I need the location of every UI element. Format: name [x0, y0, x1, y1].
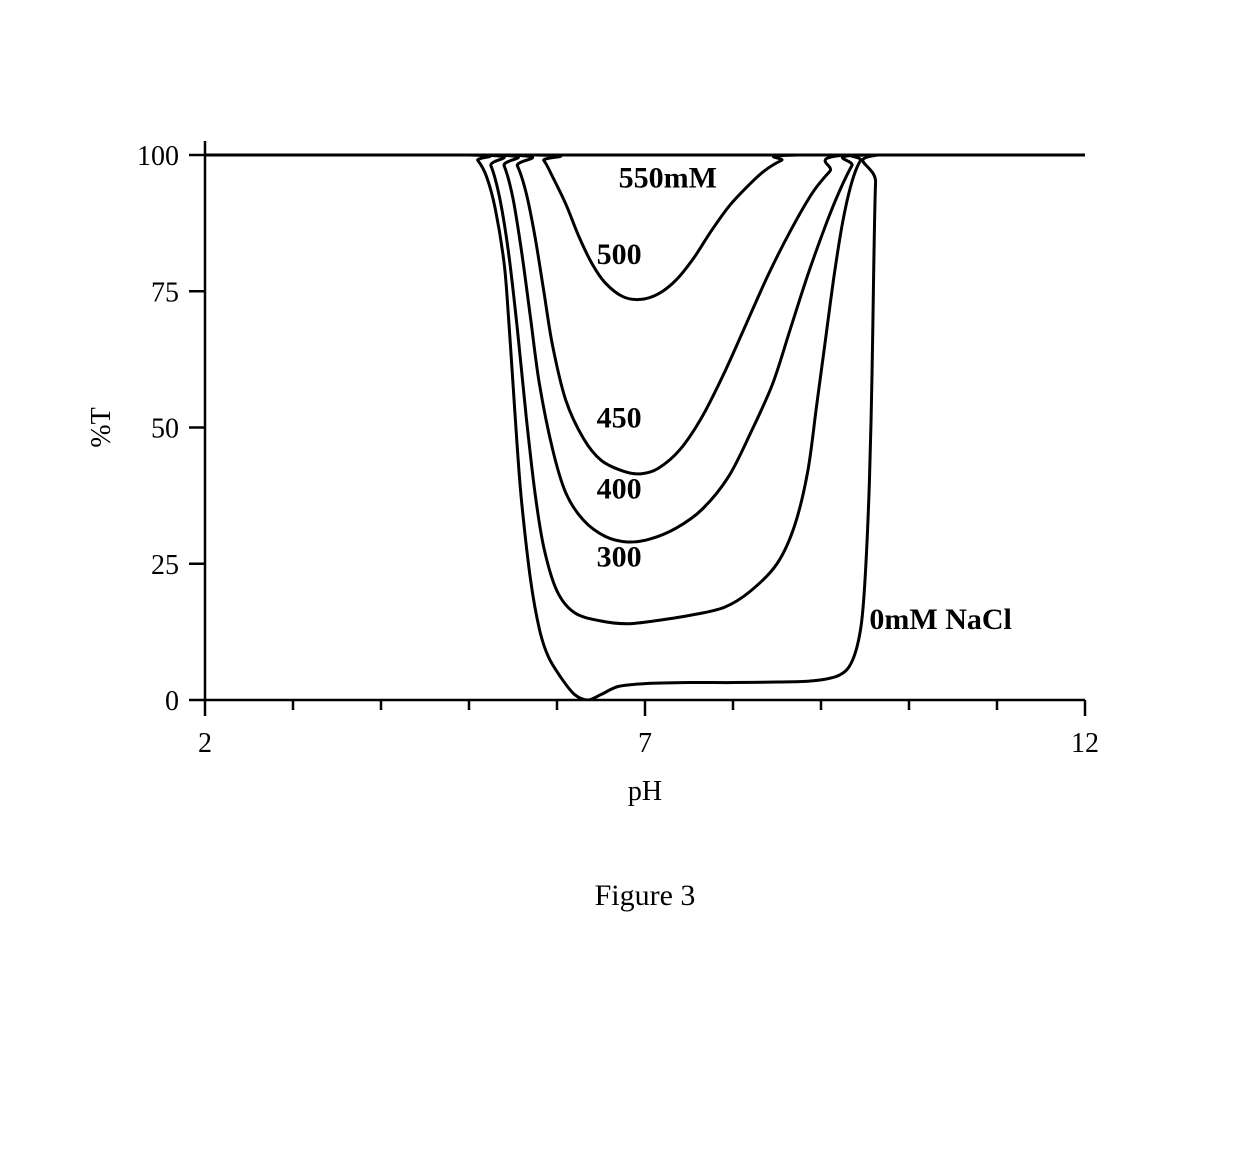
- curve-label-400: 400: [597, 472, 642, 505]
- curve-label-0mM NaCl: 0mM NaCl: [869, 603, 1011, 636]
- curve-label-450: 450: [597, 402, 642, 435]
- x-tick-label: 12: [1071, 728, 1099, 759]
- y-tick-label: 0: [165, 686, 179, 717]
- chart-svg: 0 25 50 75 100 2 7 12 pH %T 0mM NaCl 300 400 450 500 55…: [0, 0, 1240, 1153]
- x-tick-label: 7: [638, 728, 652, 759]
- y-tick-label: 50: [151, 414, 179, 445]
- curve-label-500: 500: [597, 238, 642, 271]
- x-tick-label: 2: [198, 728, 212, 759]
- y-tick-label: 75: [151, 277, 179, 308]
- curve-label-300: 300: [597, 540, 642, 573]
- figure-caption: Figure 3: [595, 879, 696, 912]
- y-axis-label: %T: [86, 407, 117, 447]
- y-tick-label: 100: [137, 141, 179, 172]
- x-axis-label: pH: [628, 776, 662, 807]
- y-tick-label: 25: [151, 550, 179, 581]
- curve-label-550mM: 550mM: [619, 162, 717, 195]
- figure-container: { "caption": "Figure 3", "chart": { "typ…: [0, 0, 1240, 1153]
